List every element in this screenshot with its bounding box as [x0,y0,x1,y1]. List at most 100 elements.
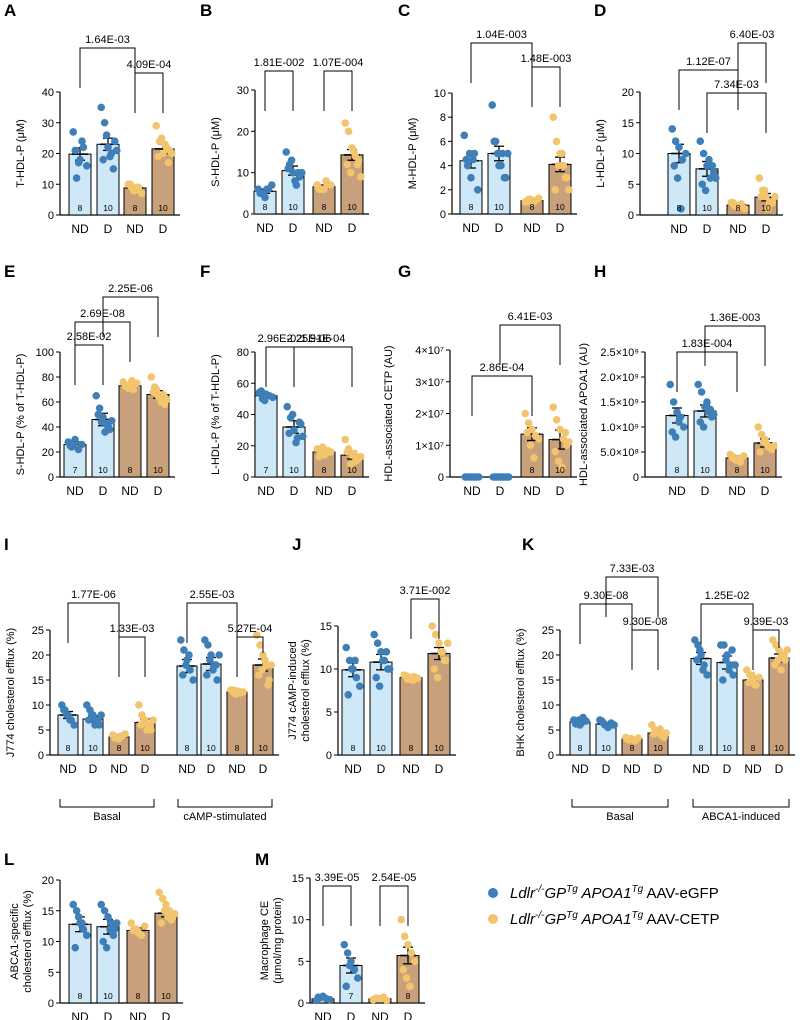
n-label: 8 [78,203,83,213]
y-axis-label: J774 cAMP-inducedcholesterol efflux (%) [287,639,312,742]
y-tick-label: 2.5×10⁹ [600,347,639,359]
data-point [701,186,710,195]
y-tick-label: 15 [32,675,44,687]
data-point [179,671,187,679]
y-tick-label: 40 [42,422,54,434]
y-label-line: HDL-associated APOA1 (AU) [578,343,590,486]
data-point [473,186,482,194]
data-point [102,131,111,139]
y-tick-label: 4×10⁷ [415,345,444,357]
data-point [735,455,743,463]
significance-bracket [134,72,164,113]
data-point [751,681,759,689]
data-point [154,152,163,161]
y-tick-label: 15 [42,906,54,918]
y-axis-label: T-HDL-P (μM) [15,119,27,187]
y-axis-label: HDL-associated CETP (AU) [383,345,395,481]
significance-bracket [471,375,533,416]
data-point [66,716,74,724]
panel-m: M 0 5 10 15 Macrophage CE(μmol/mg protein) ND 7… [255,850,425,1020]
data-point [409,676,417,684]
panel-letter: E [4,262,15,281]
data-point [430,665,439,673]
n-label: 10 [258,743,268,753]
data-point [696,646,704,654]
data-point [343,448,352,456]
data-point [630,736,638,744]
data-point [530,454,538,462]
x-tick-label: D [654,762,663,776]
data-point [94,410,103,419]
data-point [731,661,739,669]
n-label: 8 [675,465,680,475]
y-label-line: (μmol/mg protein) [272,897,284,983]
data-point [69,900,78,909]
data-point [102,943,111,952]
data-point [745,678,753,687]
n-label: 10 [289,465,299,475]
x-tick-label: ND [402,762,420,776]
x-tick-label: ND [129,1010,147,1020]
data-point [709,168,718,176]
x-tick-label: D [290,484,299,498]
data-point [291,177,299,185]
significance-bracket [74,344,104,385]
data-point [264,681,272,689]
x-tick-label: ND [728,484,746,498]
data-point [79,143,88,152]
x-tick-label: D [496,484,505,498]
data-point [698,180,707,189]
y-tick-label: 30 [42,118,54,130]
y-label-line: J774 cholesterol efflux (%) [5,628,17,757]
x-tick-label: ND [256,221,274,235]
data-point [705,155,713,164]
p-value-label: 9.39E-03 [744,616,789,628]
significance-bracket [499,324,561,365]
x-tick-label: ND [314,1010,332,1020]
p-value-label: 1.64E-03 [85,34,130,46]
data-point [467,173,475,182]
data-point [355,682,364,691]
data-point [356,452,365,461]
data-point [318,185,327,193]
x-tick-label: D [99,484,108,498]
data-point [284,164,293,173]
data-point [728,646,736,654]
data-point [295,418,304,427]
n-label: 10 [347,465,357,475]
significance-bracket [102,296,159,337]
data-point [71,943,80,952]
legend-marker-cetp [488,914,498,924]
panel-letter: M [255,850,269,869]
data-point [182,661,190,669]
y-tick-label: 5 [38,725,44,737]
data-point [97,103,106,112]
significance-bracket [293,346,353,387]
x-tick-label: ND [463,484,481,498]
data-point [322,177,330,185]
data-point [549,113,558,121]
data-point [344,127,353,136]
y-tick-label: 4 [440,161,446,173]
x-tick-label: ND [315,484,333,498]
data-point [157,919,166,927]
y-tick-label: 2×10⁷ [415,409,444,421]
p-value-label: 3.71E-002 [400,585,451,597]
y-tick-label: 1.5×10⁹ [600,397,639,409]
data-point [261,656,269,664]
data-point [722,656,730,664]
data-point [666,380,675,389]
group-bracket [177,799,273,808]
y-tick-label: 25 [32,625,44,637]
data-point [347,665,356,673]
y-tick-label: 20 [42,875,54,887]
x-tick-label: ND [571,762,589,776]
data-point [69,439,78,448]
data-point [407,949,416,957]
data-point [287,156,296,165]
data-point [109,931,118,940]
y-label-line: BHK cholesterol efflux (%) [515,628,527,756]
data-point [372,673,381,682]
y-label-line: L-HDL-P (% of T-HDL-P) [210,354,222,475]
data-point [117,732,125,740]
